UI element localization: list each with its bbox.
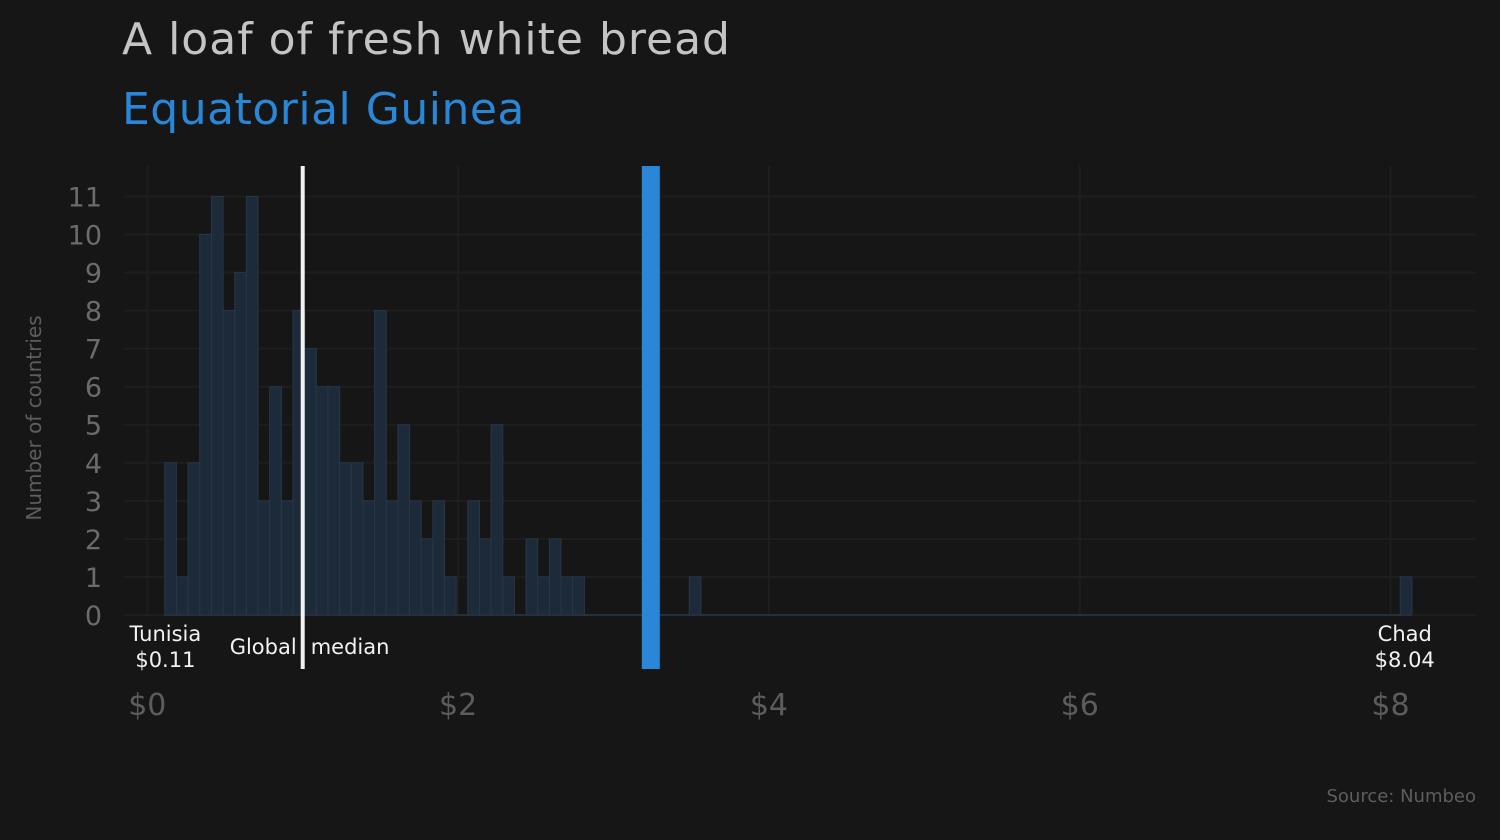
histogram-bar <box>688 576 702 616</box>
y-tick-label: 0 <box>85 601 102 632</box>
median-label-left: Global <box>230 635 297 659</box>
chart-title: A loaf of fresh white bread <box>122 14 731 65</box>
annotation-layer: Global median Tunisia$0.11 Chad$8.04 <box>129 622 1435 672</box>
histogram-bar <box>350 462 364 616</box>
histogram-bar <box>537 576 550 616</box>
lines-layer <box>300 166 660 669</box>
median-label-right: median <box>311 635 390 659</box>
histogram-bar <box>444 576 457 616</box>
y-tick-label: 4 <box>85 449 102 480</box>
histogram-bar <box>490 424 504 616</box>
histogram-bar <box>374 310 387 616</box>
grid-layer <box>124 166 1476 616</box>
histogram-bar <box>409 500 422 616</box>
histogram-bar <box>257 500 271 616</box>
bars-layer <box>164 195 1413 616</box>
histogram-bar <box>362 500 376 616</box>
y-tick-label: 10 <box>68 220 102 251</box>
histogram-bar <box>420 538 434 616</box>
y-tick-label: 7 <box>85 335 102 366</box>
highlight-country-line <box>641 166 660 669</box>
y-tick-label: 2 <box>85 525 102 556</box>
y-tick-label: 9 <box>85 259 102 290</box>
histogram-bar <box>315 386 329 616</box>
max-country-label: Chad <box>1378 622 1432 646</box>
histogram-bar <box>525 538 539 616</box>
histogram-bar <box>502 576 515 616</box>
histogram-bar <box>432 500 446 616</box>
y-tick-label: 1 <box>85 563 102 594</box>
x-tick-label: $8 <box>1371 688 1409 723</box>
histogram-bar <box>548 538 562 616</box>
histogram-bar <box>560 576 574 616</box>
histogram-bar <box>164 462 177 616</box>
min-value-label: $0.11 <box>135 648 195 672</box>
histogram-bar <box>327 386 341 616</box>
chart-subtitle: Equatorial Guinea <box>122 84 525 135</box>
histogram-bar <box>222 310 236 616</box>
histogram-bar <box>572 576 585 616</box>
histogram-bar <box>234 272 247 616</box>
x-tick-label: $4 <box>750 688 788 723</box>
y-tick-label: 5 <box>85 411 102 442</box>
histogram-bar <box>304 348 317 616</box>
histogram-bar <box>175 576 189 616</box>
x-tick-label: $6 <box>1061 688 1099 723</box>
x-tick-label: $0 <box>128 688 166 723</box>
y-tick-label: 8 <box>85 297 102 328</box>
min-country-label: Tunisia <box>129 622 202 646</box>
histogram-bar <box>467 500 480 616</box>
y-tick-label: 3 <box>85 487 102 518</box>
axis-layer: 0 1 2 3 4 5 6 7 8 9 10 11 $0 $2 $4 $6 $8 <box>68 182 1410 723</box>
histogram-bar <box>187 462 201 616</box>
histogram-bar <box>385 500 399 616</box>
histogram-bar <box>269 386 282 616</box>
max-value-label: $8.04 <box>1375 648 1435 672</box>
y-tick-label: 11 <box>68 182 102 213</box>
x-tick-label: $2 <box>439 688 477 723</box>
histogram-bar <box>1399 576 1413 616</box>
histogram-bar <box>280 500 294 616</box>
histogram-bar <box>478 538 492 616</box>
histogram-bar <box>199 233 212 616</box>
histogram-bar <box>210 195 224 616</box>
histogram-bar <box>397 424 411 616</box>
histogram-bar <box>245 195 259 616</box>
source-caption: Source: Numbeo <box>1326 786 1476 807</box>
histogram-bar <box>339 462 352 616</box>
y-tick-label: 6 <box>85 373 102 404</box>
